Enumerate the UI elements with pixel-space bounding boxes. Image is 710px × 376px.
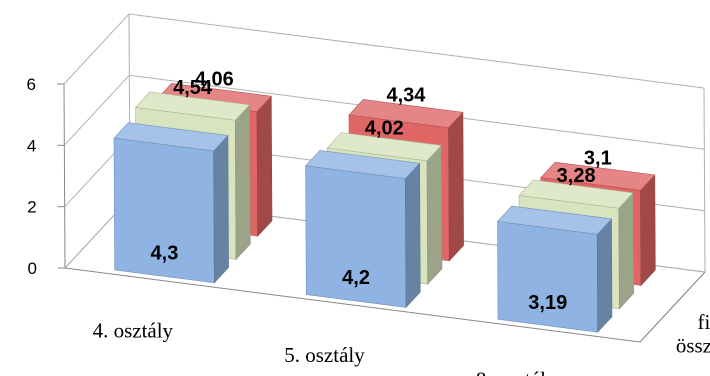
bar-value-label: 4,02 bbox=[365, 118, 404, 140]
bar-value-label: 3,19 bbox=[528, 292, 567, 314]
bar-value-label: 3,1 bbox=[584, 147, 612, 169]
y-tick-label: 0 bbox=[28, 259, 37, 278]
bar-top-face bbox=[134, 91, 251, 121]
bar-top-face bbox=[304, 150, 421, 179]
chart-ticks: 0 2 4 6 4. osztály 5. osztály 8. osztály összes… bbox=[27, 75, 710, 376]
bar-value-label: 4,06 bbox=[195, 68, 234, 90]
y-tick-label: 2 bbox=[27, 198, 36, 217]
bar-top-face bbox=[348, 99, 464, 129]
bar-side-face bbox=[640, 174, 656, 287]
legend-series-label: összes bbox=[676, 333, 710, 357]
x-tick-label: 4. osztály bbox=[93, 318, 174, 342]
back-right-edge bbox=[703, 87, 706, 273]
bar-összes-1: 4,3 bbox=[113, 122, 229, 284]
bar-side-face bbox=[404, 162, 421, 309]
bar-value-label: 3,28 bbox=[557, 165, 596, 187]
gridline bbox=[63, 13, 705, 89]
bar-value-label: 4,3 bbox=[151, 243, 179, 265]
bar-side-face bbox=[213, 134, 229, 284]
bar-összes-3: 3,19 bbox=[496, 205, 613, 333]
bar-side-face bbox=[596, 218, 613, 333]
bar-top-face bbox=[540, 161, 656, 191]
bar-side-face bbox=[618, 192, 634, 310]
bar-side-face bbox=[234, 104, 251, 261]
x-tick-label: 8. osztály bbox=[476, 368, 557, 376]
chart-bars: 4,06 4,34 3,1 4,54 4,02 3,28 4,3 4,2 3,19 bbox=[113, 68, 656, 333]
bar-top-face bbox=[496, 205, 613, 235]
bar-side-face bbox=[448, 111, 464, 262]
y-axis-line bbox=[63, 83, 66, 269]
bar-side-face bbox=[256, 95, 273, 237]
depth-axis-line bbox=[639, 271, 706, 343]
x-tick-label: 5. osztály bbox=[284, 343, 365, 367]
bar-value-label: 4,54 bbox=[173, 77, 213, 99]
gridline bbox=[63, 74, 705, 150]
bar-value-label: 4,2 bbox=[342, 267, 370, 289]
x-axis-line bbox=[64, 267, 641, 343]
bar-top-face bbox=[518, 179, 634, 209]
bar-top-face bbox=[326, 132, 442, 162]
bar-value-label: 4,34 bbox=[386, 85, 426, 107]
bar-összes-2: 4,2 bbox=[304, 150, 421, 309]
legend-series-label: fiú bbox=[698, 310, 710, 334]
y-tick-label: 6 bbox=[27, 75, 36, 94]
bar-side-face bbox=[426, 144, 443, 285]
bar-top-face bbox=[113, 122, 229, 152]
bar-front-face bbox=[497, 221, 599, 333]
y-tick-label: 4 bbox=[27, 136, 36, 155]
